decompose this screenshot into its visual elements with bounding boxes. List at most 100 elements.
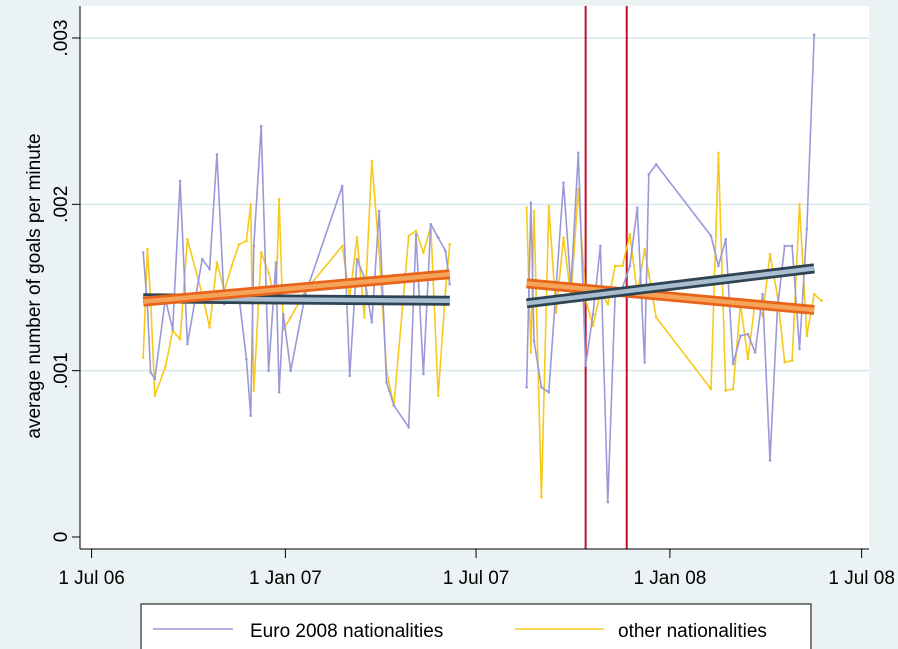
data-point-euro (200, 257, 204, 261)
data-point-other (591, 324, 595, 328)
data-point-euro (407, 425, 411, 429)
data-point-euro (783, 244, 786, 248)
data-point-euro (171, 327, 174, 331)
data-point-other (259, 251, 263, 254)
data-point-other (164, 366, 167, 369)
trend-lines (142, 263, 815, 315)
data-point-euro (267, 369, 270, 373)
data-point-euro (812, 33, 816, 36)
data-point-euro (274, 261, 278, 264)
data-point-other (746, 357, 750, 361)
data-point-other (245, 239, 248, 243)
data-point-other (341, 244, 344, 248)
data-point-other (606, 302, 610, 306)
data-point-euro (790, 244, 794, 248)
data-point-euro (532, 339, 536, 343)
data-point-euro (289, 369, 293, 373)
data-point-other (628, 233, 632, 236)
data-point-other (230, 264, 233, 268)
data-point-other (547, 204, 551, 208)
data-point-other (252, 389, 256, 392)
data-point-euro (562, 181, 565, 184)
data-point-euro (547, 391, 551, 394)
data-point-other (731, 387, 735, 391)
data-point-other (267, 271, 270, 274)
data-point-other (407, 234, 411, 238)
data-point-euro (709, 234, 713, 238)
y-tick-label: .001 (51, 352, 72, 389)
data-point-euro (798, 347, 801, 351)
legend: Euro 2008 nationalities other nationalit… (140, 603, 812, 649)
data-point-other (768, 252, 772, 256)
y-tick-label: .003 (51, 20, 72, 57)
x-tick-label: 1 Jan 07 (249, 568, 322, 589)
axes: 0 .001 .002 .003 1 Jul 06 1 Jan 07 1 Jul 07 1 J… (51, 6, 895, 589)
data-point-euro (178, 179, 182, 183)
data-point-other (540, 495, 543, 499)
data-point-other (820, 299, 823, 303)
trend-line-fill-euro (526, 266, 815, 306)
y-tick-label: .002 (51, 186, 72, 223)
data-point-euro (436, 236, 440, 239)
data-point-euro (599, 244, 602, 248)
data-point-other (647, 272, 651, 276)
data-point-euro (628, 264, 632, 268)
data-point-other (414, 229, 418, 233)
data-point-other (448, 243, 452, 246)
data-point-euro (805, 228, 809, 231)
y-tick-label: 0 (51, 532, 72, 543)
data-point-euro (753, 351, 757, 354)
data-point-other (146, 247, 149, 251)
data-point-euro (385, 381, 388, 384)
x-tick-label: 1 Jan 08 (633, 568, 706, 589)
x-tick-label: 1 Jul 06 (58, 568, 125, 589)
data-point-other (724, 389, 727, 392)
grid (80, 37, 869, 372)
data-point-euro (422, 372, 425, 376)
data-point-euro (768, 459, 772, 462)
data-point-other (141, 356, 145, 359)
legend-label-euro: Euro 2008 nationalities (250, 621, 443, 642)
data-point-other (621, 264, 624, 268)
data-point-euro (429, 223, 433, 226)
data-point-euro (377, 209, 381, 213)
data-point-other (709, 387, 713, 391)
data-point-euro (355, 257, 359, 261)
data-point-euro (717, 264, 720, 268)
data-point-euro (606, 500, 610, 504)
data-point-euro (761, 292, 764, 296)
data-point-euro (149, 371, 152, 374)
data-point-euro (540, 386, 543, 389)
trend-line-fill-other (143, 271, 450, 304)
data-point-euro (654, 163, 658, 166)
data-point-euro (282, 312, 285, 316)
data-point-euro (341, 184, 344, 188)
data-point-other (562, 236, 565, 239)
data-point-other (444, 289, 447, 293)
data-point-other (525, 206, 528, 209)
data-point-euro (215, 153, 219, 156)
data-point-other (363, 316, 366, 319)
data-point-euro (392, 404, 396, 407)
data-point-other (776, 294, 779, 298)
data-point-euro (208, 267, 211, 271)
data-point-other (790, 359, 794, 363)
data-point-other (355, 236, 359, 239)
data-point-euro (444, 249, 447, 253)
data-point-euro (153, 377, 157, 381)
legend-box (140, 603, 812, 649)
x-tick-label: 1 Jul 07 (443, 568, 510, 589)
data-point-other (249, 203, 252, 206)
data-point-other (783, 361, 786, 364)
data-point-other (153, 394, 157, 397)
data-point-euro (525, 386, 528, 389)
data-point-other (215, 261, 219, 264)
data-point-euro (245, 357, 248, 361)
data-point-euro (277, 391, 281, 394)
data-point-other (798, 203, 801, 206)
data-point-euro (448, 282, 452, 286)
data-point-other (436, 394, 440, 397)
data-point-euro (577, 151, 580, 155)
data-point-euro (647, 173, 651, 176)
data-point-other (208, 326, 211, 329)
